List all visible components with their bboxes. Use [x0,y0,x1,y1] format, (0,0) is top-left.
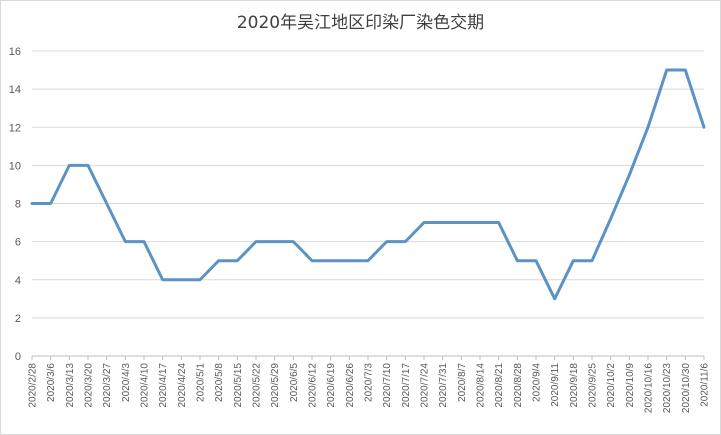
x-tick-label: 2020/7/3 [364,363,375,402]
x-tick-label: 2020/5/15 [233,363,244,408]
x-tick-label: 2020/3/20 [84,363,95,408]
y-tick-label: 10 [9,160,21,172]
x-tick-label: 2020/10/9 [625,363,636,408]
x-axis-ticks: 2020/2/28 2020/3/6 2020/3/13 2020/3/20 2020/… [28,356,711,413]
data-point [329,259,332,262]
x-tick-label: 2020/4/10 [140,363,151,408]
x-tick-label: 2020/4/24 [177,363,188,408]
x-tick-label: 2020/8/28 [513,363,524,408]
data-point [441,221,444,224]
y-tick-label: 0 [15,351,21,363]
data-point [535,259,538,262]
data-point [553,297,556,300]
x-tick-label: 2020/9/25 [588,363,599,408]
x-tick-label: 2020/6/19 [326,363,337,408]
data-point [647,126,650,129]
data-point [87,164,90,167]
x-tick-label: 2020/7/24 [420,363,431,408]
data-point [348,259,351,262]
data-point [591,259,594,262]
x-tick-label: 2020/8/21 [494,363,505,408]
data-point [497,221,500,224]
x-tick-label: 2020/9/11 [550,363,561,407]
data-point [124,240,127,243]
x-tick-label: 2020/6/26 [345,363,356,408]
data-point [703,126,706,129]
data-point [684,69,687,72]
data-point [31,202,34,205]
x-tick-label: 2020/2/28 [28,363,39,408]
x-tick-label: 2020/5/1 [196,363,207,402]
x-tick-label: 2020/8/14 [476,363,487,408]
data-point [367,259,370,262]
x-tick-label: 2020/8/7 [457,363,468,402]
x-tick-label: 2020/3/27 [102,363,113,408]
data-point [217,259,220,262]
x-tick-label: 2020/9/4 [532,363,543,402]
series-line [30,68,706,301]
series-layer [30,68,706,301]
x-tick-label: 2020/11/6 [700,363,711,407]
x-tick-label: 2020/10/30 [681,363,692,413]
x-tick-label: 2020/4/17 [158,363,169,408]
x-tick-label: 2020/10/2 [606,363,617,408]
data-point [236,259,239,262]
data-point [105,202,108,205]
data-point [180,278,183,281]
x-tick-label: 2020/5/8 [214,363,225,402]
y-tick-label: 6 [15,237,21,249]
y-axis-ticks: 0 2 4 6 8 10 12 14 16 [9,46,21,363]
x-tick-label: 2020/10/23 [662,363,673,413]
data-point [255,240,258,243]
data-point [665,69,668,72]
data-point [516,259,519,262]
data-point [404,240,407,243]
data-point [49,202,52,205]
data-point [68,164,71,167]
y-tick-label: 16 [9,46,21,58]
data-point [311,259,314,262]
y-tick-label: 8 [15,199,21,211]
x-tick-label: 2020/10/16 [644,363,655,413]
data-point [385,240,388,243]
chart-title: 2020年吴江地区印染厂染色交期 [236,13,485,33]
y-tick-label: 12 [9,122,21,134]
data-point [479,221,482,224]
data-point [161,278,164,281]
data-point [572,259,575,262]
x-tick-label: 2020/6/5 [289,363,300,402]
x-tick-label: 2020/7/10 [382,363,393,408]
x-tick-label: 2020/7/17 [401,363,412,408]
data-point [273,240,276,243]
x-tick-label: 2020/3/6 [46,363,57,402]
gridlines [32,50,704,357]
y-tick-label: 2 [15,313,21,325]
data-point [423,221,426,224]
data-point [628,173,631,176]
x-tick-label: 2020/5/22 [252,363,263,408]
x-tick-label: 2020/6/12 [308,363,319,408]
data-point [199,278,202,281]
data-point [460,221,463,224]
x-tick-label: 2020/4/3 [121,363,132,402]
data-point [609,217,612,220]
x-tick-label: 2020/7/31 [438,363,449,408]
data-point [292,240,295,243]
y-tick-label: 14 [9,84,21,96]
x-tick-label: 2020/9/18 [569,363,580,408]
x-tick-label: 2020/3/13 [65,363,76,408]
data-point [143,240,146,243]
x-tick-label: 2020/5/29 [270,363,281,408]
y-tick-label: 4 [15,275,21,287]
